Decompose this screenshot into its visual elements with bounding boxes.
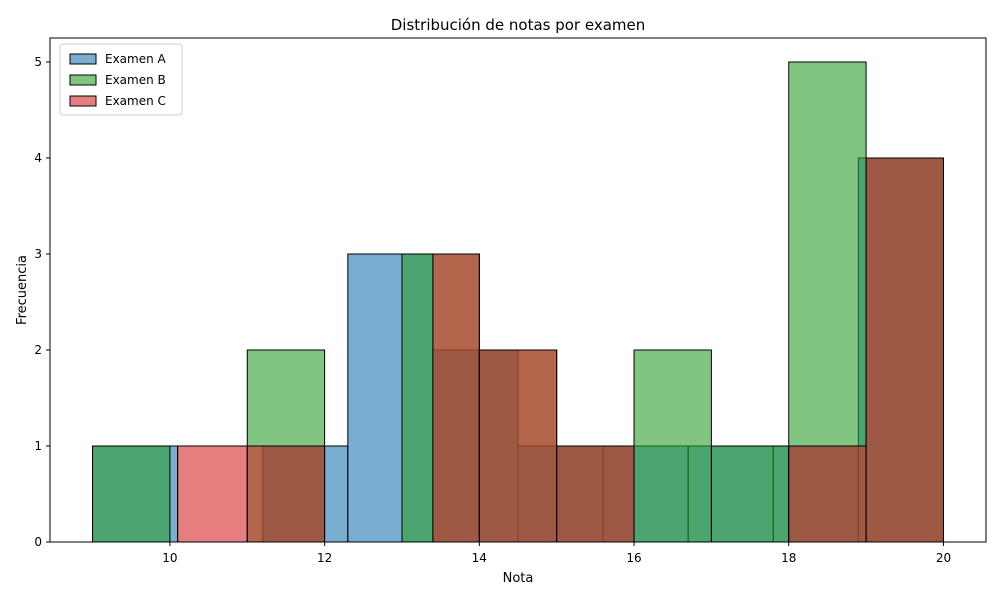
y-tick-label-6: 5 — [34, 55, 42, 69]
y-axis-label: Frecuencia — [15, 255, 30, 325]
legend-label-2: Examen B — [105, 73, 166, 87]
bar-series-2-bin-8 — [633, 349, 712, 543]
legend-label-1: Examen A — [105, 52, 167, 66]
legend-swatch-3 — [69, 95, 97, 107]
y-tick-label-4: 3 — [34, 247, 42, 261]
chart-title: Distribución de notas por examen — [391, 16, 646, 34]
legend-swatch-2 — [69, 74, 97, 86]
y-tick-label-3: 2 — [34, 343, 42, 357]
x-tick-label-5: 18 — [781, 551, 796, 565]
bar-series-3-bin-6 — [788, 445, 867, 543]
bar-series-3-bin-3 — [432, 253, 480, 543]
x-axis: 10 12 14 16 18 20 — [162, 542, 951, 565]
bar-series-3-bin-5 — [556, 445, 635, 543]
bar-series-2-bin-1 — [92, 445, 171, 543]
bars-layer — [92, 61, 944, 543]
bar-series-3-bin-4 — [478, 349, 558, 543]
y-axis: 0 1 2 3 4 5 — [34, 55, 50, 549]
legend-swatch-1 — [69, 53, 97, 65]
y-tick-label-5: 4 — [34, 151, 42, 165]
y-tick-label-2: 1 — [34, 439, 42, 453]
bar-series-3-bin-7 — [865, 157, 944, 543]
x-axis-label: Nota — [503, 571, 534, 586]
bar-series-3-bin-1 — [177, 445, 248, 543]
plot-frame — [49, 37, 987, 543]
bar-series-3-bin-2 — [246, 445, 326, 543]
x-tick-label-1: 10 — [162, 551, 177, 565]
x-tick-label-6: 20 — [936, 551, 951, 565]
x-tick-label-4: 16 — [626, 551, 641, 565]
legend: Examen A Examen B Examen C — [59, 43, 183, 116]
legend-label-3: Examen C — [105, 94, 166, 108]
bar-series-2-bin-9 — [710, 445, 790, 543]
x-tick-label-3: 14 — [472, 551, 487, 565]
y-tick-label-1: 0 — [34, 535, 42, 549]
x-tick-label-2: 12 — [317, 551, 332, 565]
